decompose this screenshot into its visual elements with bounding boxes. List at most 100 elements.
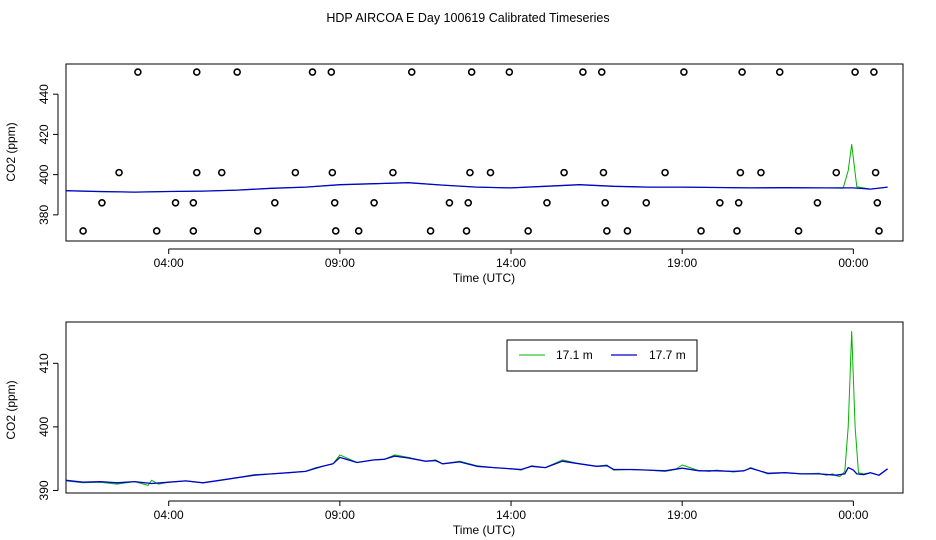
top-calibration-point: [697, 227, 705, 235]
top-series-line-1: [65, 144, 888, 193]
top-calibration-point: [445, 198, 454, 207]
top-y-axis-label: CO2 (ppm): [4, 122, 18, 181]
bottom-x-tick-label: 19:00: [667, 508, 697, 522]
top-plot-area: [65, 68, 888, 235]
top-x-tick-label: 19:00: [667, 256, 697, 270]
legend-label-17-7m: 17.7 m: [649, 348, 686, 362]
top-x-tick-label: 14:00: [496, 256, 526, 270]
top-calibration-point: [134, 68, 142, 76]
bottom-series-line-1: [65, 331, 888, 486]
bottom-y-tick-label: 410: [37, 353, 51, 373]
legend-label-17-1m: 17.1 m: [556, 348, 593, 362]
top-calibration-point: [426, 227, 435, 235]
bottom-series-line-2: [65, 455, 888, 485]
top-x-tick-label: 00:00: [838, 256, 868, 270]
top-calibration-point: [370, 198, 378, 207]
top-calibration-point: [579, 68, 587, 76]
top-calibration-point: [152, 227, 161, 235]
page-title: HDP AIRCOA E Day 100619 Calibrated Times…: [326, 11, 609, 25]
top-panel: 04:00 09:00 14:00 19:00 00:00 380 400 420 440 T…: [4, 63, 904, 285]
top-y-tick-label: 400: [37, 164, 51, 184]
top-calibration-point: [115, 168, 123, 177]
bottom-x-tick-label: 04:00: [154, 508, 184, 522]
top-calibration-point: [543, 198, 551, 207]
top-y-tick-label: 420: [37, 124, 51, 144]
bottom-panel: 04:00 09:00 14:00 19:00 00:00 390 400 410 Time…: [4, 321, 904, 537]
top-calibration-point: [486, 168, 495, 177]
bottom-plot-frame: [65, 321, 904, 494]
top-calibration-point: [462, 227, 471, 235]
top-calibration-point: [870, 68, 878, 76]
top-calibration-point: [560, 168, 568, 177]
top-calibration-point: [599, 168, 608, 177]
bottom-x-axis: 04:00 09:00 14:00 19:00 00:00: [154, 500, 869, 522]
legend: 17.1 m 17.7 m: [506, 339, 698, 372]
top-calibration-point: [171, 198, 180, 207]
top-calibration-point: [716, 198, 724, 207]
top-x-axis-label: Time (UTC): [453, 271, 515, 285]
top-calibration-point: [734, 198, 743, 207]
top-calibration-point: [328, 168, 337, 177]
top-calibration-point: [813, 198, 822, 207]
bottom-x-tick-label: 14:00: [496, 508, 526, 522]
top-calibration-point: [189, 198, 198, 207]
top-calibration-point: [775, 68, 784, 76]
top-calibration-point: [875, 227, 883, 235]
top-calibration-point: [217, 168, 226, 177]
top-calibration-point: [757, 168, 765, 177]
top-series-line-2: [65, 182, 888, 193]
top-calibration-point: [354, 227, 363, 235]
top-calibration-point: [233, 68, 241, 76]
top-calibration-point: [832, 168, 841, 177]
top-calibration-point: [873, 198, 882, 207]
top-calibration-point: [524, 227, 532, 235]
top-x-tick-label: 04:00: [154, 256, 184, 270]
top-calibration-point: [291, 168, 300, 177]
bottom-y-tick-label: 390: [37, 480, 51, 500]
top-calibration-point: [603, 227, 611, 235]
bottom-x-tick-label: 00:00: [838, 508, 868, 522]
top-y-tick-label: 440: [37, 84, 51, 104]
top-calibration-point: [464, 198, 473, 207]
top-calibration-point: [871, 168, 880, 177]
top-calibration-point: [189, 227, 198, 235]
top-calibration-point: [680, 68, 688, 76]
bottom-y-axis-label: CO2 (ppm): [4, 380, 18, 439]
top-calibration-point: [192, 168, 201, 177]
bottom-y-axis: 390 400 410: [37, 353, 59, 500]
bottom-y-tick-label: 400: [37, 417, 51, 437]
top-calibration-point: [794, 227, 803, 235]
top-calibration-point: [736, 168, 745, 177]
top-calibration-point: [467, 68, 476, 76]
top-calibration-point: [505, 68, 514, 76]
top-calibration-point: [601, 198, 609, 207]
top-calibration-point: [98, 198, 106, 207]
top-calibration-point: [661, 168, 669, 177]
top-calibration-point: [642, 198, 651, 207]
top-calibration-point: [738, 68, 746, 76]
top-calibration-point: [327, 68, 336, 76]
top-x-tick-label: 09:00: [325, 256, 355, 270]
top-calibration-point: [733, 227, 741, 235]
top-calibration-point: [271, 198, 279, 207]
top-calibration-point: [308, 68, 317, 76]
bottom-x-axis-label: Time (UTC): [453, 523, 515, 537]
bottom-x-tick-label: 09:00: [325, 508, 355, 522]
top-plot-frame: [65, 63, 904, 242]
top-calibration-point: [331, 227, 340, 235]
top-calibration-point: [407, 68, 416, 76]
top-calibration-point: [330, 198, 339, 207]
top-x-axis: 04:00 09:00 14:00 19:00 00:00: [154, 248, 869, 270]
top-calibration-point: [466, 168, 474, 177]
top-calibration-point: [851, 68, 859, 76]
top-y-tick-label: 380: [37, 205, 51, 225]
top-calibration-point: [623, 227, 632, 235]
top-calibration-point: [597, 68, 606, 76]
top-calibration-point: [389, 168, 397, 177]
bottom-plot-area: [65, 331, 888, 486]
top-calibration-point: [79, 227, 87, 235]
top-y-axis: 380 400 420 440: [37, 84, 59, 225]
top-calibration-point: [192, 68, 201, 76]
top-calibration-point: [253, 227, 262, 235]
